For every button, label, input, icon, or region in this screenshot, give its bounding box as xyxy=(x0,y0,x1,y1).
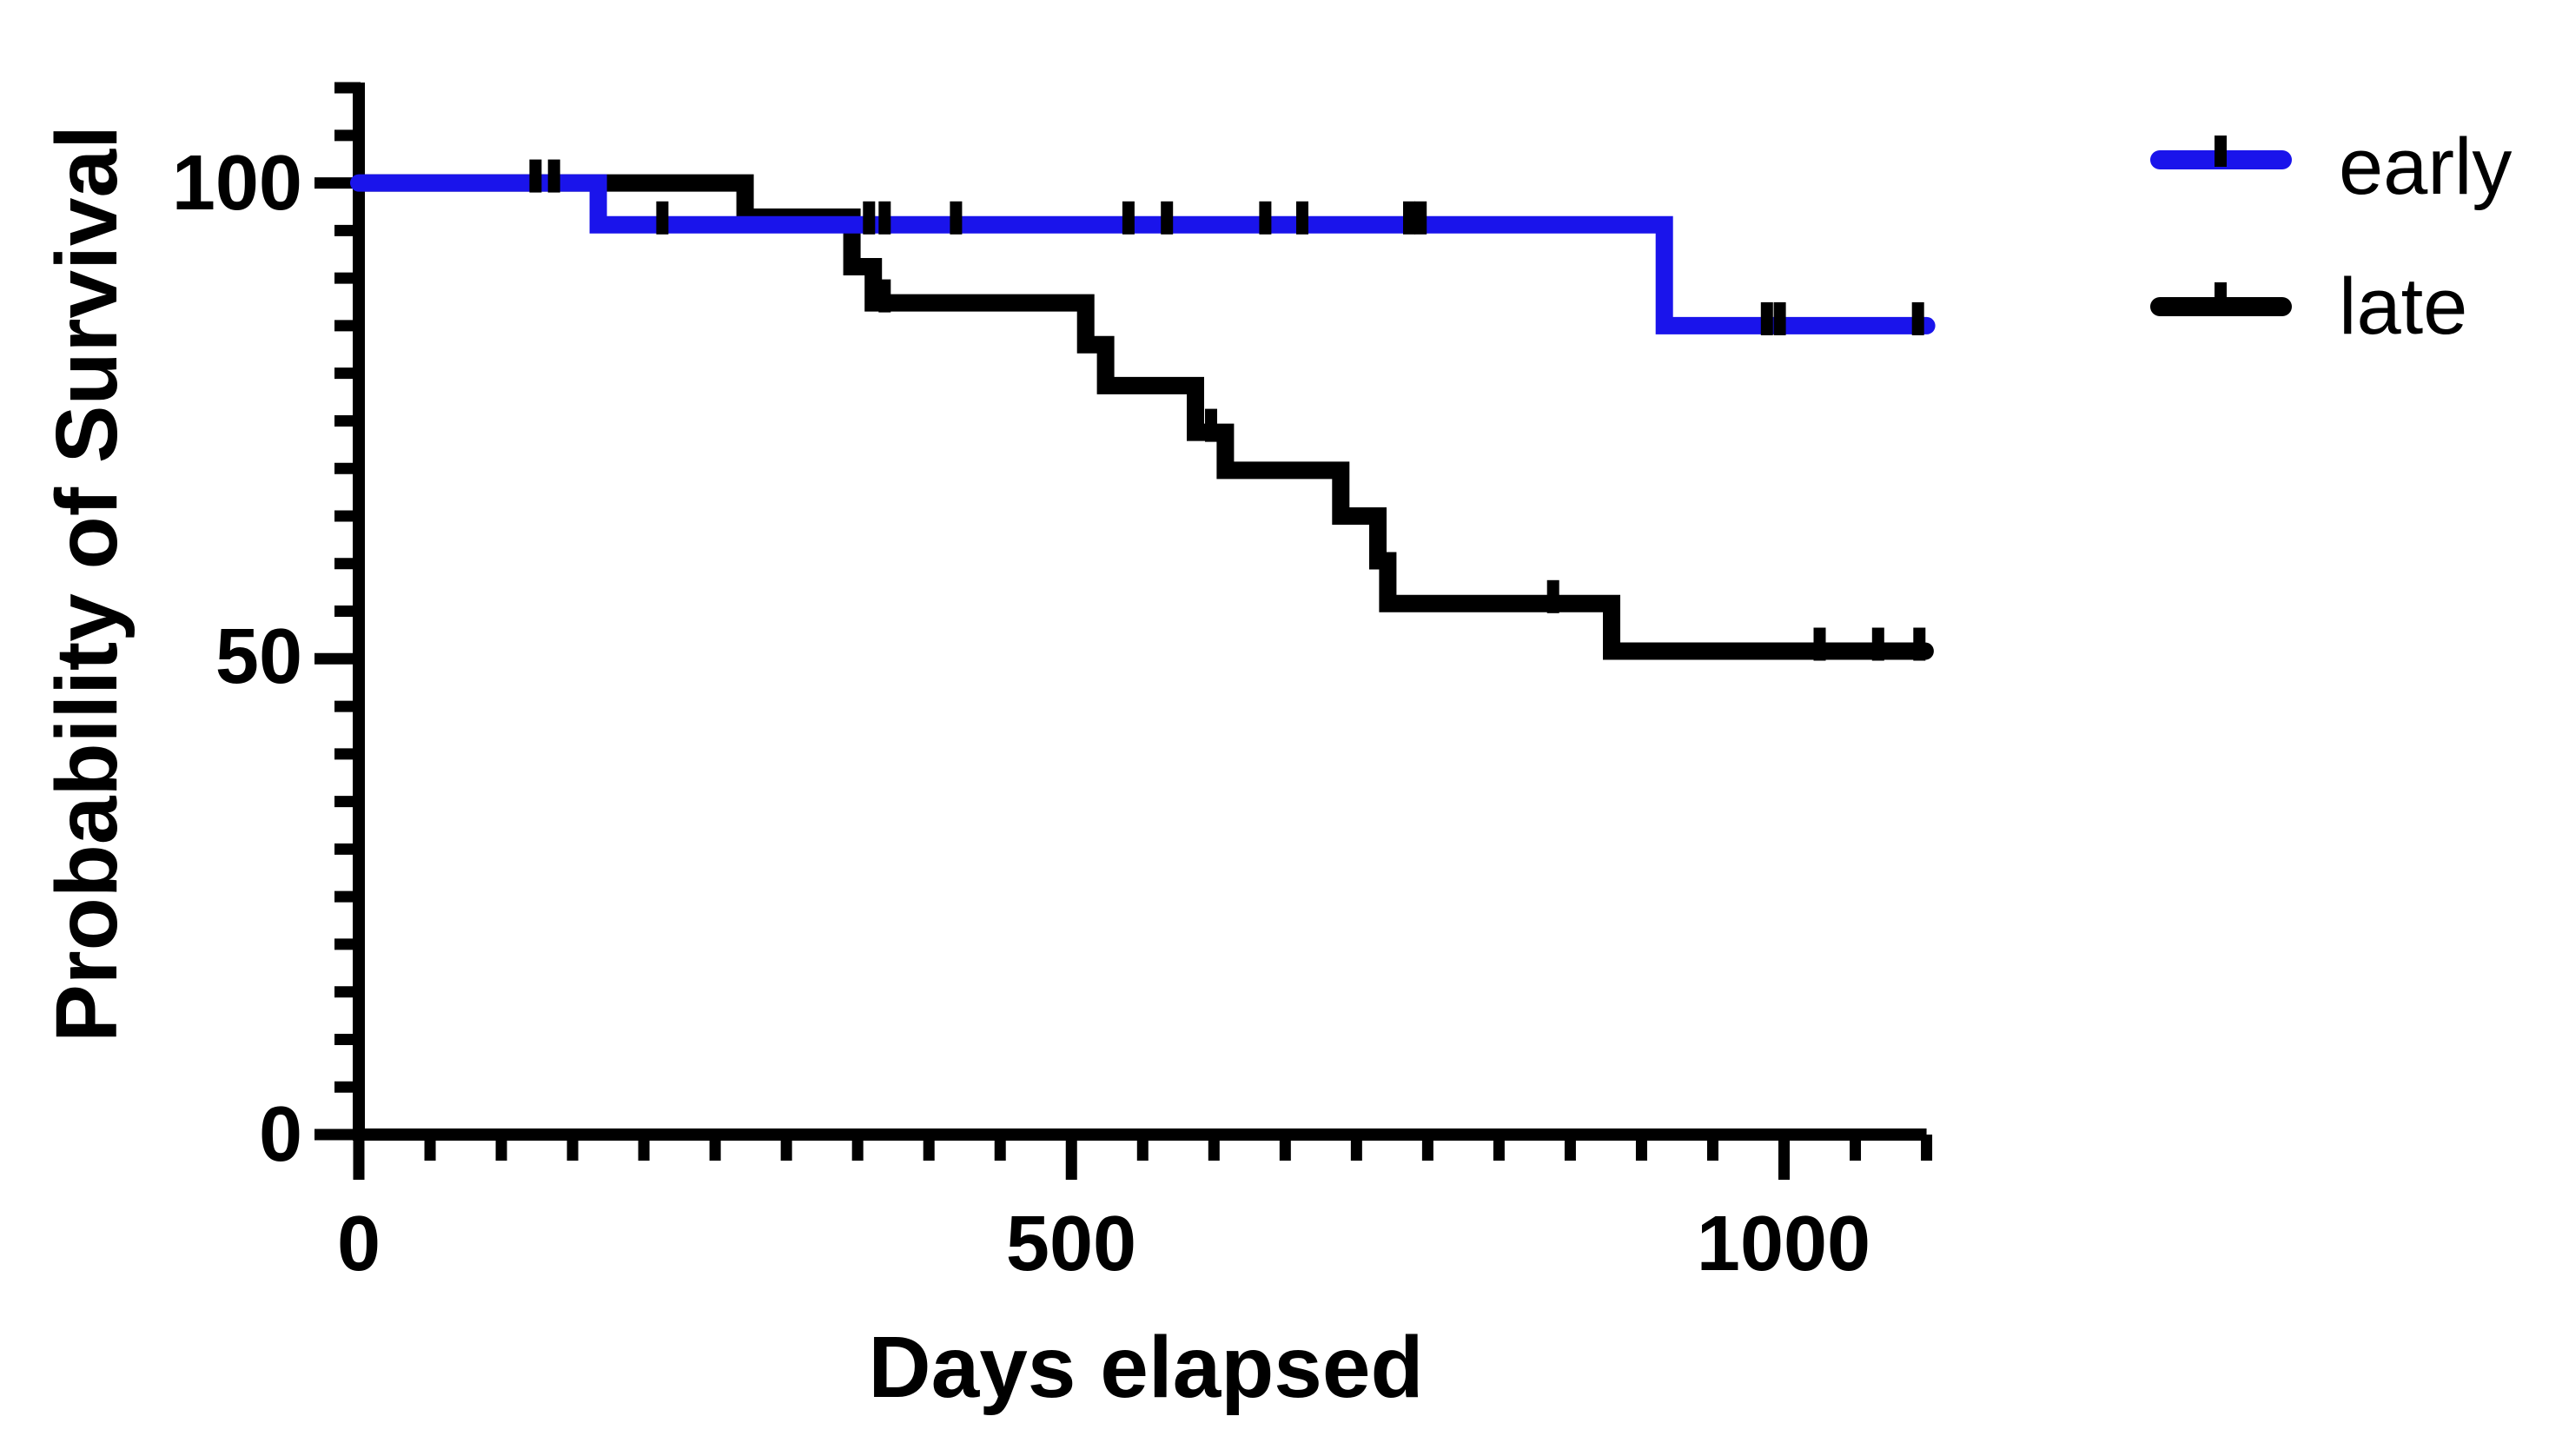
early-censor-tick xyxy=(1773,301,1786,335)
early-censor-tick xyxy=(547,159,560,193)
axes xyxy=(314,82,1933,1180)
early-censor-tick xyxy=(1403,201,1415,235)
x-tick-label-0: 0 xyxy=(337,1201,381,1287)
legend-early-censor-tick-icon xyxy=(2215,136,2227,167)
legend-late-label: late xyxy=(2339,262,2467,351)
early-censor-tick xyxy=(656,201,669,235)
early-censor-tick xyxy=(878,201,891,235)
early-censor-tick xyxy=(529,159,542,193)
legend-item-early: early xyxy=(2150,122,2512,211)
legend-late-censor-tick-icon xyxy=(2215,282,2227,314)
late-survival-curve xyxy=(350,174,1934,660)
early-censor-tick xyxy=(863,201,876,235)
legend: early late xyxy=(2150,122,2512,351)
late-censor-tick xyxy=(878,279,891,313)
late-censor-tick xyxy=(1546,579,1559,613)
late-censor-tick xyxy=(1813,627,1826,661)
survival-curves xyxy=(350,174,1936,660)
x-axis-title: Days elapsed xyxy=(868,1319,1423,1416)
y-tick-label-50: 50 xyxy=(215,613,302,700)
censor-tick-marks xyxy=(529,159,1926,661)
early-censor-tick xyxy=(1911,301,1924,335)
y-tick-label-0: 0 xyxy=(259,1091,302,1178)
y-tick-label-100: 100 xyxy=(172,140,302,227)
legend-item-late: late xyxy=(2150,262,2467,351)
early-censor-tick xyxy=(1259,201,1272,235)
x-tick-label-1000: 1000 xyxy=(1697,1201,1870,1287)
late-censor-tick xyxy=(1871,627,1884,661)
early-censor-tick xyxy=(950,201,963,235)
y-axis-title: Probability of Survival xyxy=(38,125,136,1042)
early-survival-curve xyxy=(350,174,1936,334)
late-censor-tick xyxy=(1913,627,1926,661)
early-censor-tick xyxy=(1296,201,1308,235)
late-censor-tick xyxy=(1205,408,1217,442)
legend-early-label: early xyxy=(2339,122,2512,211)
early-censor-tick xyxy=(1161,201,1174,235)
early-censor-tick xyxy=(1122,201,1135,235)
x-tick-label-500: 500 xyxy=(1006,1201,1136,1287)
early-censor-tick xyxy=(1414,201,1427,235)
early-censor-tick xyxy=(1760,301,1773,335)
